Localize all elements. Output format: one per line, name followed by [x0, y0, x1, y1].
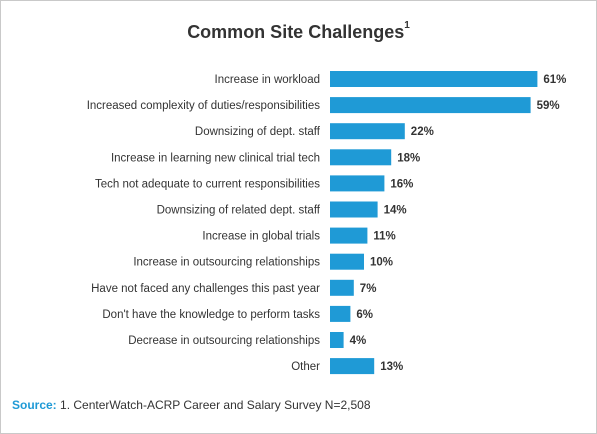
category-label: Decrease in outsourcing relationships: [128, 335, 320, 347]
source-label: Source:: [12, 398, 57, 412]
value-label: 4%: [350, 335, 367, 347]
category-label: Downsizing of related dept. staff: [157, 205, 321, 217]
bar: [330, 332, 344, 348]
bar: [330, 305, 351, 322]
source-note: Source: 1. CenterWatch-ACRP Career and S…: [12, 398, 371, 412]
category-label: Tech not adequate to current responsibil…: [95, 178, 320, 190]
bar: [330, 71, 538, 87]
category-label: Don't have the knowledge to perform task…: [102, 309, 320, 321]
value-label: 18%: [397, 152, 420, 164]
value-label: 10%: [370, 257, 393, 269]
category-label: Increase in workload: [215, 74, 320, 86]
bar: [330, 123, 405, 140]
bar: [330, 149, 392, 166]
category-label: Increase in learning new clinical trial …: [111, 152, 320, 164]
category-label: Increase in outsourcing relationships: [133, 257, 320, 269]
bar: [330, 227, 368, 244]
bar: [330, 201, 378, 218]
category-label: Increased complexity of duties/responsib…: [87, 100, 321, 112]
value-label: 7%: [360, 283, 377, 295]
value-label: 13%: [380, 361, 403, 373]
value-label: 11%: [373, 231, 395, 243]
bar: [330, 175, 385, 192]
value-label: 16%: [390, 178, 413, 190]
source-text: 1. CenterWatch-ACRP Career and Salary Su…: [60, 398, 371, 412]
value-label: 22%: [411, 126, 434, 138]
category-label: Downsizing of dept. staff: [195, 126, 321, 138]
chart-title: Common Site Challenges1: [0, 20, 597, 43]
bar: [330, 358, 375, 375]
category-label: Other: [291, 361, 320, 373]
value-label: 14%: [384, 205, 407, 217]
bar: [330, 253, 364, 270]
bar: [330, 279, 354, 296]
value-label: 6%: [356, 309, 373, 321]
category-label: Increase in global trials: [202, 231, 320, 243]
category-label: Have not faced any challenges this past …: [91, 283, 320, 295]
value-label: 61%: [543, 74, 566, 86]
chart-title-text: Common Site Challenges: [187, 22, 405, 42]
chart-title-footnote-marker: 1: [404, 20, 410, 31]
value-label: 59%: [537, 100, 560, 112]
bar: [330, 97, 531, 114]
